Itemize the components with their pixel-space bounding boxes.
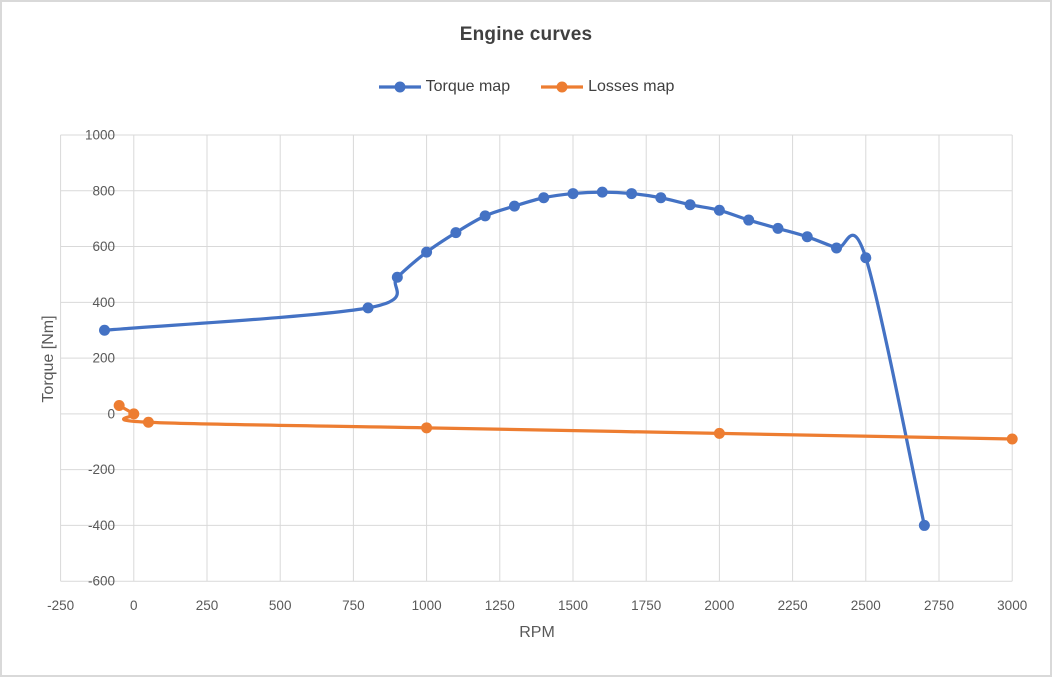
data-point-losses-map bbox=[713, 427, 725, 439]
legend-line-marker-icon bbox=[378, 81, 421, 93]
legend-item-torque-map: Torque map bbox=[378, 78, 511, 96]
data-point-losses-map bbox=[421, 422, 433, 434]
data-point-losses-map bbox=[142, 416, 154, 428]
chart-title: Engine curves bbox=[459, 24, 593, 45]
y-tick-label: -400 bbox=[88, 518, 115, 533]
legend-label-torque-map: Torque map bbox=[425, 78, 511, 95]
x-tick-label: 1750 bbox=[631, 598, 661, 613]
x-tick-label: 2500 bbox=[851, 598, 881, 613]
series-line-torque-map bbox=[102, 190, 926, 528]
x-tick-label: 2750 bbox=[924, 598, 954, 613]
data-point-torque-map bbox=[362, 302, 374, 314]
x-tick-label: 500 bbox=[269, 598, 292, 613]
series-line-losses-map bbox=[117, 403, 1014, 441]
data-point-torque-map bbox=[684, 199, 696, 211]
y-tick-label: 800 bbox=[92, 183, 115, 198]
x-tick-label: 750 bbox=[342, 598, 365, 613]
data-point-torque-map bbox=[801, 231, 813, 243]
x-tick-label: 3000 bbox=[997, 598, 1027, 613]
x-tick-label: 0 bbox=[130, 598, 138, 613]
data-point-torque-map bbox=[772, 222, 784, 234]
data-point-torque-map bbox=[743, 214, 755, 226]
legend: Torque map Losses map bbox=[2, 78, 1050, 96]
data-point-losses-map bbox=[1006, 433, 1018, 445]
data-point-torque-map bbox=[918, 519, 930, 531]
data-point-torque-map bbox=[479, 210, 491, 222]
data-point-torque-map bbox=[99, 324, 111, 336]
legend-item-losses-map: Losses map bbox=[540, 78, 674, 96]
data-point-torque-map bbox=[596, 186, 608, 198]
legend-line-marker-icon bbox=[541, 81, 584, 93]
x-tick-label: 1250 bbox=[485, 598, 515, 613]
x-tick-label: 1000 bbox=[412, 598, 442, 613]
x-tick-label: 1500 bbox=[558, 598, 588, 613]
data-point-torque-map bbox=[713, 204, 725, 216]
x-tick-label: -250 bbox=[47, 598, 74, 613]
data-point-torque-map bbox=[508, 200, 520, 212]
data-point-torque-map bbox=[626, 188, 638, 200]
x-tick-label: 2000 bbox=[704, 598, 734, 613]
y-tick-label: 200 bbox=[92, 351, 115, 366]
x-axis-title: RPM bbox=[519, 624, 555, 641]
data-point-torque-map bbox=[538, 192, 550, 204]
y-tick-label: 1000 bbox=[85, 128, 115, 143]
data-point-losses-map bbox=[128, 408, 140, 420]
y-axis-title: Torque [Nm] bbox=[40, 315, 57, 403]
data-point-torque-map bbox=[655, 192, 667, 204]
data-point-torque-map bbox=[860, 252, 872, 264]
y-tick-label: -200 bbox=[88, 462, 115, 477]
x-tick-label: 2250 bbox=[778, 598, 808, 613]
y-tick-label: 600 bbox=[92, 239, 115, 254]
data-point-torque-map bbox=[450, 227, 462, 239]
data-point-torque-map bbox=[567, 188, 579, 200]
data-point-torque-map bbox=[831, 242, 843, 254]
y-tick-label: 0 bbox=[107, 406, 115, 421]
y-tick-label: 400 bbox=[92, 295, 115, 310]
legend-label-losses-map: Losses map bbox=[588, 78, 675, 95]
data-point-torque-map bbox=[421, 246, 433, 258]
y-tick-label: -600 bbox=[88, 574, 115, 589]
data-point-torque-map bbox=[391, 271, 403, 283]
data-point-losses-map bbox=[113, 400, 125, 412]
x-tick-label: 250 bbox=[196, 598, 219, 613]
